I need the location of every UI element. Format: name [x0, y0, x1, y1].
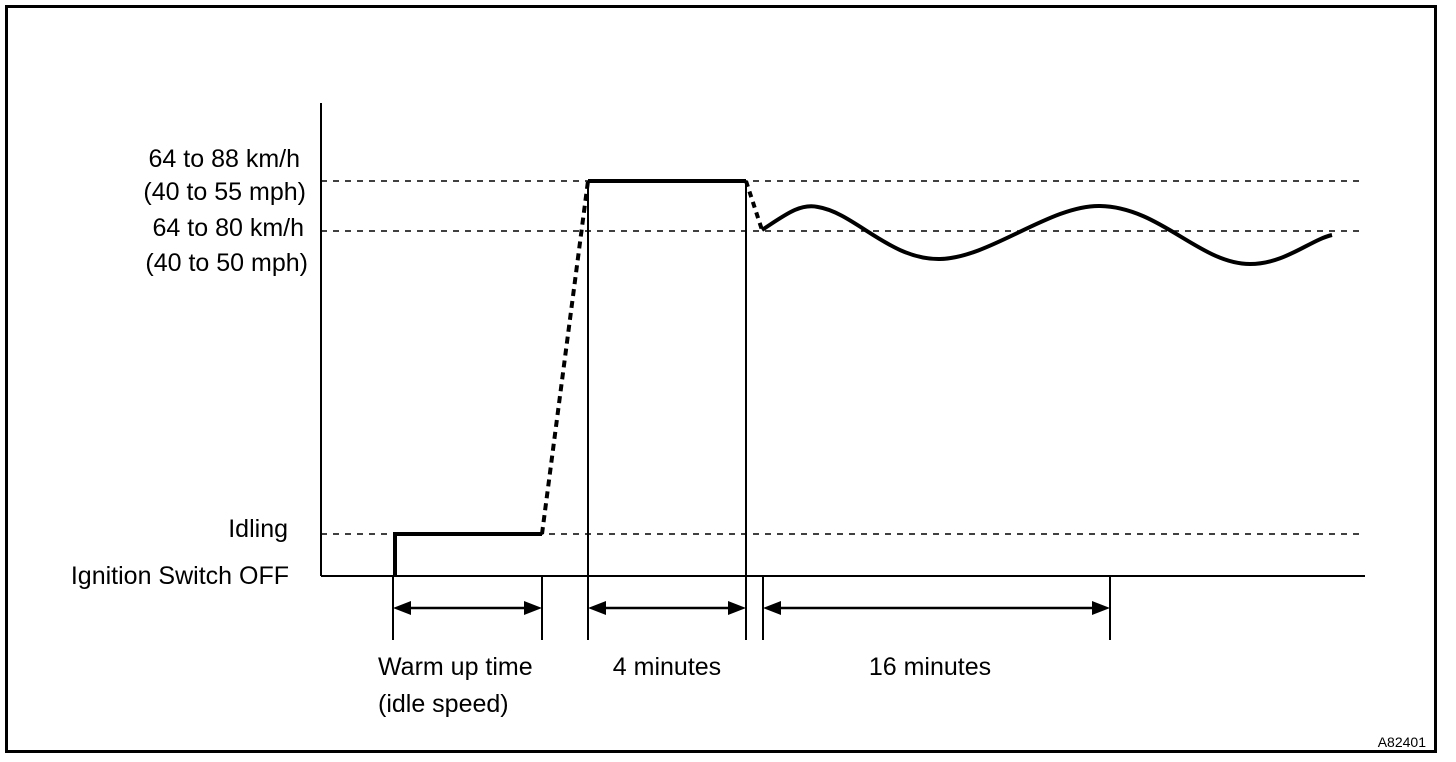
label-idle-speed: (idle speed): [378, 690, 509, 718]
warmup-duration-arrow: [393, 601, 542, 615]
label-lower-mph: (40 to 50 mph): [145, 249, 308, 277]
idle-speed-trace: [393, 532, 542, 576]
label-four-minutes: 4 minutes: [613, 653, 721, 681]
fluctuating-speed-trace: [760, 203, 1333, 267]
sixteen-minutes-duration-arrow: [763, 601, 1110, 615]
figure-code: A82401: [1378, 734, 1426, 750]
deceleration-trace: [744, 180, 764, 231]
figure-frame: [5, 5, 1437, 753]
label-upper-mph: (40 to 55 mph): [143, 178, 306, 206]
label-idling: Idling: [228, 515, 288, 543]
label-sixteen-minutes: 16 minutes: [869, 653, 991, 681]
label-lower-kmh: 64 to 80 km/h: [153, 214, 304, 242]
label-upper-kmh: 64 to 88 km/h: [149, 145, 300, 173]
four-minutes-duration-arrow: [588, 601, 746, 615]
label-warmup-time: Warm up time: [378, 653, 533, 681]
label-ignition-off: Ignition Switch OFF: [71, 562, 289, 590]
acceleration-trace: [540, 180, 590, 535]
